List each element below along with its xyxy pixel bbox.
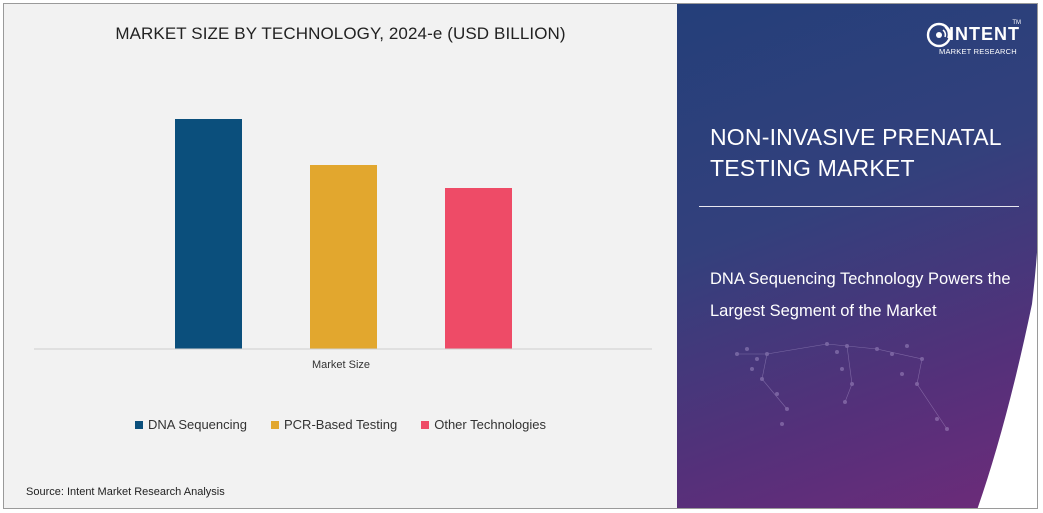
legend-swatch (134, 420, 143, 429)
brand-name: INTENT (949, 24, 1020, 44)
report-tagline: DNA Sequencing Technology Powers the Lar… (710, 270, 1011, 320)
bar-dna-sequencing (175, 119, 242, 349)
chart-panel: MARKET SIZE BY TECHNOLOGY, 2024-e (USD B… (4, 4, 677, 508)
world-map-icon (735, 342, 949, 431)
legend-swatch (421, 420, 430, 429)
source-note: Source: Intent Market Research Analysis (26, 486, 225, 498)
legend-label: PCR-Based Testing (284, 417, 398, 432)
report-panel: INTENT TM MARKET RESEARCH NON-INVASIVE P… (677, 4, 1037, 508)
legend-label: Other Technologies (434, 417, 546, 432)
bar-other-technologies (445, 188, 512, 349)
panel-curve-decoration (977, 252, 1037, 508)
brand-tagline: MARKET RESEARCH (939, 47, 1017, 56)
brand-trademark: TM (1012, 20, 1021, 26)
report-title: NON-INVASIVE PRENATAL TESTING MARKET (710, 124, 1001, 181)
chart-legend: DNA Sequencing PCR-Based Testing Other Tec… (4, 417, 677, 432)
legend-item-dna-sequencing: DNA Sequencing (134, 417, 247, 432)
legend-label: DNA Sequencing (147, 417, 247, 432)
legend-swatch (271, 420, 279, 429)
bar-pcr-based-testing (310, 165, 377, 349)
signal-logo-icon (926, 22, 952, 48)
title-divider (699, 206, 1019, 207)
bar-chart: Market Size (34, 119, 652, 371)
brand-logo: INTENT TM MARKET RESEARCH (925, 18, 1021, 58)
legend-item-other-technologies: Other Technologies (421, 417, 546, 432)
chart-title: MARKET SIZE BY TECHNOLOGY, 2024-e (USD B… (115, 24, 566, 43)
infographic-frame: MARKET SIZE BY TECHNOLOGY, 2024-e (USD B… (3, 3, 1038, 509)
legend-item-pcr-based-testing: PCR-Based Testing (271, 417, 397, 432)
x-axis-category-label: Market Size (312, 359, 370, 371)
